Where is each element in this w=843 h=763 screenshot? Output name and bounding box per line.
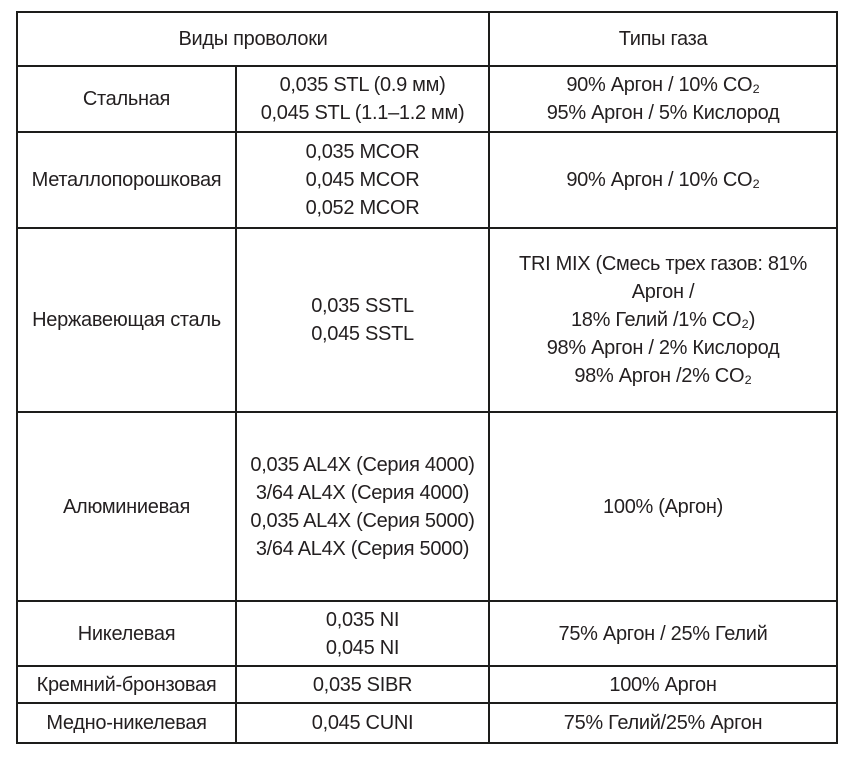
gases-cell: 75% Гелий/25% Аргон: [488, 702, 839, 744]
table-row: Стальная 0,035 STL (0.9 мм) 0,045 STL (1…: [16, 65, 839, 133]
wire-gas-table-wrapper: Виды проволоки Типы газа Стальная 0,035 …: [15, 11, 839, 744]
material-cell: Медно-никелевая: [16, 702, 237, 744]
gases-cell: 100% (Аргон): [488, 411, 839, 602]
material-cell: Никелевая: [16, 600, 237, 667]
material-cell: Нержавеющая сталь: [16, 227, 237, 413]
material-cell: Кремний-бронзовая: [16, 665, 237, 704]
header-wire-types: Виды проволоки: [15, 11, 491, 67]
gases-cell: 90% Аргон / 10% CO₂ 95% Аргон / 5% Кисло…: [488, 65, 839, 133]
gases-cell: 75% Аргон / 25% Гелий: [488, 600, 839, 667]
table-row: Нержавеющая сталь 0,035 SSTL 0,045 SSTL …: [16, 227, 839, 413]
wire-gas-spec-table: Виды проволоки Типы газа Стальная 0,035 …: [15, 11, 839, 744]
table-row: Медно-никелевая 0,045 CUNI 75% Гелий/25%…: [16, 702, 839, 744]
table-row: Никелевая 0,035 NI 0,045 NI 75% Аргон / …: [16, 600, 839, 667]
gases-cell: TRI MIX (Смесь трех газов: 81% Аргон / 1…: [488, 227, 839, 413]
header-gas-types: Типы газа: [488, 11, 839, 67]
gases-cell: 100% Аргон: [488, 665, 839, 704]
wires-cell: 0,035 MCOR 0,045 MCOR 0,052 MCOR: [234, 131, 491, 229]
table-row: Алюминиевая 0,035 AL4X (Серия 4000) 3/64…: [16, 411, 839, 602]
wires-cell: 0,045 CUNI: [234, 702, 491, 744]
gases-cell: 90% Аргон / 10% CO₂: [488, 131, 839, 229]
material-cell: Стальная: [16, 65, 237, 133]
table-row: Металлопорошковая 0,035 MCOR 0,045 MCOR …: [16, 131, 839, 229]
wires-cell: 0,035 STL (0.9 мм) 0,045 STL (1.1–1.2 мм…: [234, 65, 491, 133]
wires-cell: 0,035 NI 0,045 NI: [234, 600, 491, 667]
wires-cell: 0,035 SIBR: [234, 665, 491, 704]
table-row: Кремний-бронзовая 0,035 SIBR 100% Аргон: [16, 665, 839, 704]
material-cell: Алюминиевая: [16, 411, 237, 602]
table-header-row: Виды проволоки Типы газа: [15, 11, 839, 67]
wires-cell: 0,035 SSTL 0,045 SSTL: [234, 227, 491, 413]
wires-cell: 0,035 AL4X (Серия 4000) 3/64 AL4X (Серия…: [234, 411, 491, 602]
material-cell: Металлопорошковая: [16, 131, 237, 229]
